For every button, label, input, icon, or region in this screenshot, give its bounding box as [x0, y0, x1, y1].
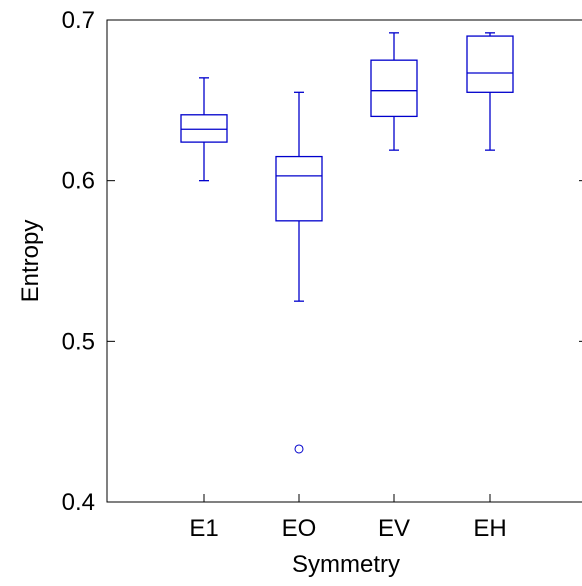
boxes-group: [180, 32, 514, 454]
box-EH: [466, 32, 514, 151]
outlier-point: [294, 444, 304, 454]
box-EO: [275, 91, 323, 454]
box-iqr: [466, 35, 514, 93]
box-iqr: [180, 114, 228, 143]
x-tick-label: EV: [378, 515, 410, 542]
box-iqr: [275, 155, 323, 222]
x-tick-label: EH: [473, 515, 506, 542]
y-tick-label: 0.6: [62, 168, 95, 195]
y-axis: 0.4 0.5 0.6 0.7: [62, 7, 582, 516]
x-tick-label: EO: [282, 515, 317, 542]
box-E1: [180, 77, 228, 182]
y-tick-label: 0.4: [62, 489, 95, 516]
box-EV: [370, 32, 418, 151]
box-iqr: [370, 59, 418, 118]
y-tick-label: 0.5: [62, 328, 95, 355]
x-axis: E1 EO EV EH: [189, 494, 507, 542]
plot-frame: [106, 19, 582, 503]
x-tick-label: E1: [189, 515, 218, 542]
x-axis-label: Symmetry: [292, 551, 400, 578]
y-tick-label: 0.7: [62, 7, 95, 34]
y-axis-label: Entropy: [17, 220, 44, 303]
